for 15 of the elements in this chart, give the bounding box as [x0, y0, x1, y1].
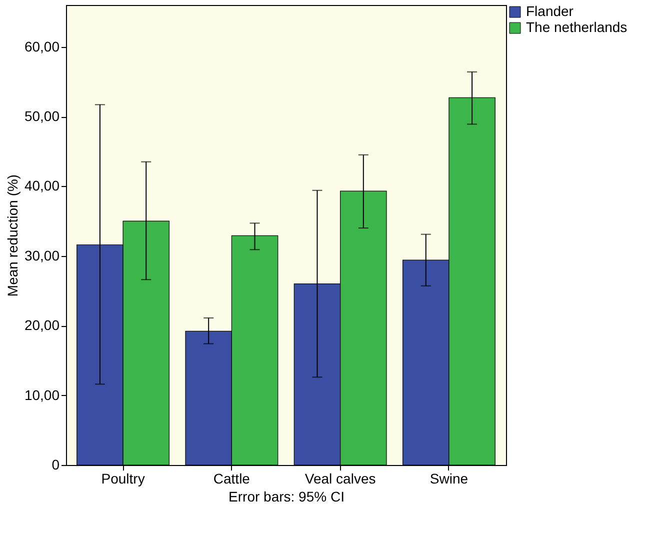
x-tick-label: Veal calves: [304, 470, 376, 486]
x-tick-label: Cattle: [213, 470, 250, 486]
y-tick-label: 0: [52, 456, 60, 472]
y-tick-label: 40,00: [24, 178, 60, 194]
y-tick-label: 10,00: [24, 386, 60, 403]
y-tick-label: 60,00: [24, 38, 60, 54]
legend-label: The netherlands: [526, 19, 628, 35]
y-tick-label: 50,00: [24, 108, 60, 124]
x-tick-label: Poultry: [101, 470, 145, 486]
y-tick-label: 30,00: [24, 247, 60, 264]
x-axis-title: Error bars: 95% CI: [228, 488, 344, 504]
y-tick-label: 20,00: [24, 317, 60, 334]
y-axis-title: Mean reduction (%): [4, 174, 20, 297]
legend-label: Flander: [526, 3, 574, 19]
x-tick-label: Swine: [430, 470, 468, 486]
